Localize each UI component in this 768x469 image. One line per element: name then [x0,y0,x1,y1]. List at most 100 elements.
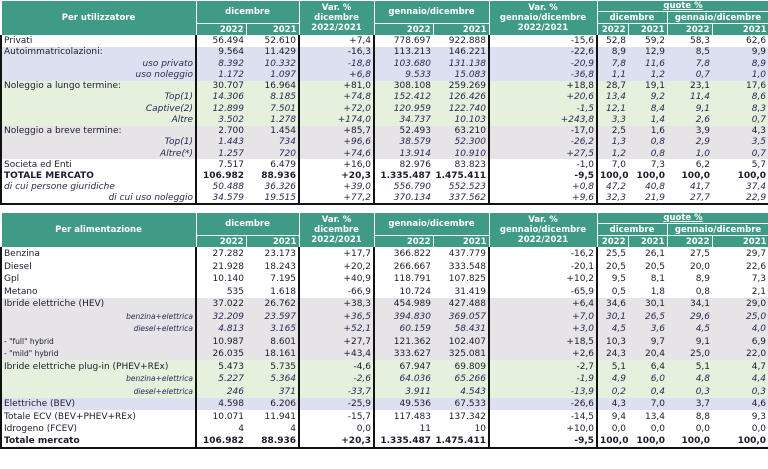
cell-dic-2022: 8.392 [218,58,244,69]
table-row: Metano 535 1.618 -66,9 10.724 31.419 -65,9 0,5 1… [0,285,768,298]
cell-dic-2021: 10.332 [246,58,301,70]
cell-label: Noleggio a lungo termine: [0,80,197,92]
cell-quota-dic-2022: 4,9 [611,374,627,384]
cell-dic-2022: 2.700 [218,126,244,137]
cell-quota-dic-2021: 7,0 [650,399,666,409]
cell-quota-gen-dic-2022: 29,6 [689,311,711,322]
cell-quota-gen-dic-2022: 3,7 [695,399,711,409]
cell-var-gen-dic: -1,9 [489,372,599,386]
cell-var-gen-dic: -36,8 [489,69,599,81]
cell-quota-gen-dic-2021: 4,0 [712,322,768,336]
cell-quota-gen-dic-2022: 9,1 [695,103,711,114]
cell-quota-gen-dic-2022: 27,5 [689,249,711,260]
cell-dic-2021: 11.429 [246,46,301,58]
cell-quota-dic-2022: 100,0 [597,435,629,449]
cell-quota-dic-2021: 12,9 [644,47,666,58]
table-row: diesel+elettrica 4.813 3.165 +52,1 60.159 58.… [0,322,768,336]
header-year: 2021 [432,23,490,36]
cell-quota-dic-2021: 3,6 [650,324,666,334]
cell-label: Privati [0,35,197,47]
cell-gen-dic-2021: 131.138 [433,58,491,70]
cell-quota-dic-2021: 20,4 [644,349,666,359]
cell-quota-dic-2021: 0,8 [650,148,666,159]
cell-quota-dic-2021: 26,5 [644,311,666,322]
cell-var-gen-dic: +9,6 [489,193,599,206]
cell-quota-gen-dic-2022: 1,0 [695,148,711,159]
cell-quota-dic-2022: 20,5 [605,261,627,272]
cell-quota-dic-2022: 0,5 [611,286,627,297]
cell-quota-dic-2022: 25,5 [605,249,627,260]
table-row: Noleggio a lungo termine: 30.707 16.964 +81… [0,80,768,92]
cell-gen-dic-2021: 10.103 [433,114,491,126]
cell-quota-gen-dic-2022: 9,1 [695,336,711,347]
cell-gen-dic-2021: 10.910 [433,148,491,160]
cell-var-dic: +17,7 [299,247,376,261]
cell-quota-dic-2021: 0,8 [650,137,666,148]
cell-quota-gen-dic-2021: 22,9 [712,193,768,206]
cell-dic-2021: 1.278 [246,114,301,126]
cell-gen-dic-2022: 1.335.487 [380,171,432,182]
cell-quota-dic-2021: 30,1 [644,299,666,309]
cell-label: uso noleggio [0,69,197,81]
cell-var-gen-dic: +6,4 [489,297,599,311]
cell-gen-dic-2022: 120.959 [393,103,432,114]
cell-quota-gen-dic-2021: 22,0 [712,347,768,361]
cell-var-gen-dic: +10,2 [489,272,599,286]
cell-quota-gen-dic-2022: 11,4 [689,92,711,103]
cell-label: - "full" hybrid [0,335,197,348]
cell-dic-2021: 6.206 [246,397,301,411]
header-year: 2022 [195,235,247,249]
header-year: 2021 [711,235,768,249]
cell-quota-gen-dic-2021: 17,6 [712,80,768,92]
cell-gen-dic-2022: 366.822 [393,249,432,260]
cell-var-dic: -18,8 [299,58,376,70]
cell-quota-gen-dic-2022: 4,8 [695,374,711,384]
cell-quota-dic-2022: 24,3 [605,349,627,359]
cell-dic-2022: 1.172 [218,69,244,80]
table-row: - "mild" hybrid 26.035 18.161 +43,4 333.627 3… [0,347,768,361]
table-row: TOTALE MERCATO 106.982 88.936 +20,3 1.335.48… [0,170,768,182]
table-row: Altre(*) 1.257 720 +74,6 13.914 10.910 +27,5 1,… [0,148,768,160]
header-var-dicembre: Var. % dicembre 2022/2021 [298,0,375,36]
cell-quota-dic-2021: 7,3 [650,159,666,170]
cell-gen-dic-2022: 49.536 [399,399,432,409]
cell-label: Totale ECV (BEV+PHEV+REx) [0,410,197,423]
cell-quota-dic-2022: 1,3 [611,137,627,148]
cell-quota-gen-dic-2022: 41,7 [689,182,711,193]
cell-quota-gen-dic-2022: 100,0 [681,171,711,182]
cell-label: - "mild" hybrid [0,347,197,361]
cell-label: Gpl [0,272,197,286]
cell-gen-dic-2021: 83.823 [433,159,491,171]
cell-dic-2021: 19.515 [246,193,301,206]
cell-quota-dic-2021: 100,0 [636,171,666,182]
header-year: 2022 [373,235,434,249]
cell-dic-2021: 1.097 [246,69,301,81]
cell-var-gen-dic: -1,5 [489,103,599,115]
cell-gen-dic-2021: 325.081 [433,347,491,361]
cell-gen-dic-2021: 1.475.411 [433,435,491,449]
table-row: Elettriche (BEV) 4.598 6.206 -25,9 49.536 67.… [0,397,768,411]
cell-var-gen-dic: -13,9 [489,385,599,398]
cell-quota-gen-dic-2021: 4,7 [712,360,768,373]
cell-quota-dic-2022: 4,3 [611,399,627,409]
cell-quota-gen-dic-2022: 8,9 [695,274,711,284]
cell-gen-dic-2022: 38.579 [399,137,432,148]
header-year: 2021 [245,235,300,249]
cell-var-dic: +40,9 [299,272,376,286]
cell-gen-dic-2021: 10 [433,422,491,436]
table-row: Autoimmatricolazioni: 9.564 11.429 -16,3 113… [0,46,768,58]
cell-quota-gen-dic-2022: 27,7 [667,193,713,206]
cell-var-dic: +72,0 [299,103,376,115]
cell-gen-dic-2022: 82.976 [399,159,432,170]
cell-gen-dic-2021: 146.221 [433,46,491,58]
cell-quota-dic-2022: 12,1 [605,103,627,114]
cell-quota-gen-dic-2021: 4,6 [712,397,768,411]
cell-gen-dic-2022: 52.493 [399,126,432,137]
cell-var-gen-dic: -20,9 [489,58,599,70]
cell-quota-dic-2022: 13,4 [605,92,627,103]
cell-dic-2021: 23.173 [246,247,301,261]
header-quote-gennaio-dicembre: gennaio/dicembre [666,223,768,237]
header-year: 2021 [627,235,668,249]
cell-dic-2021: 4 [246,422,301,436]
cell-label: Societa ed Enti [0,159,197,171]
